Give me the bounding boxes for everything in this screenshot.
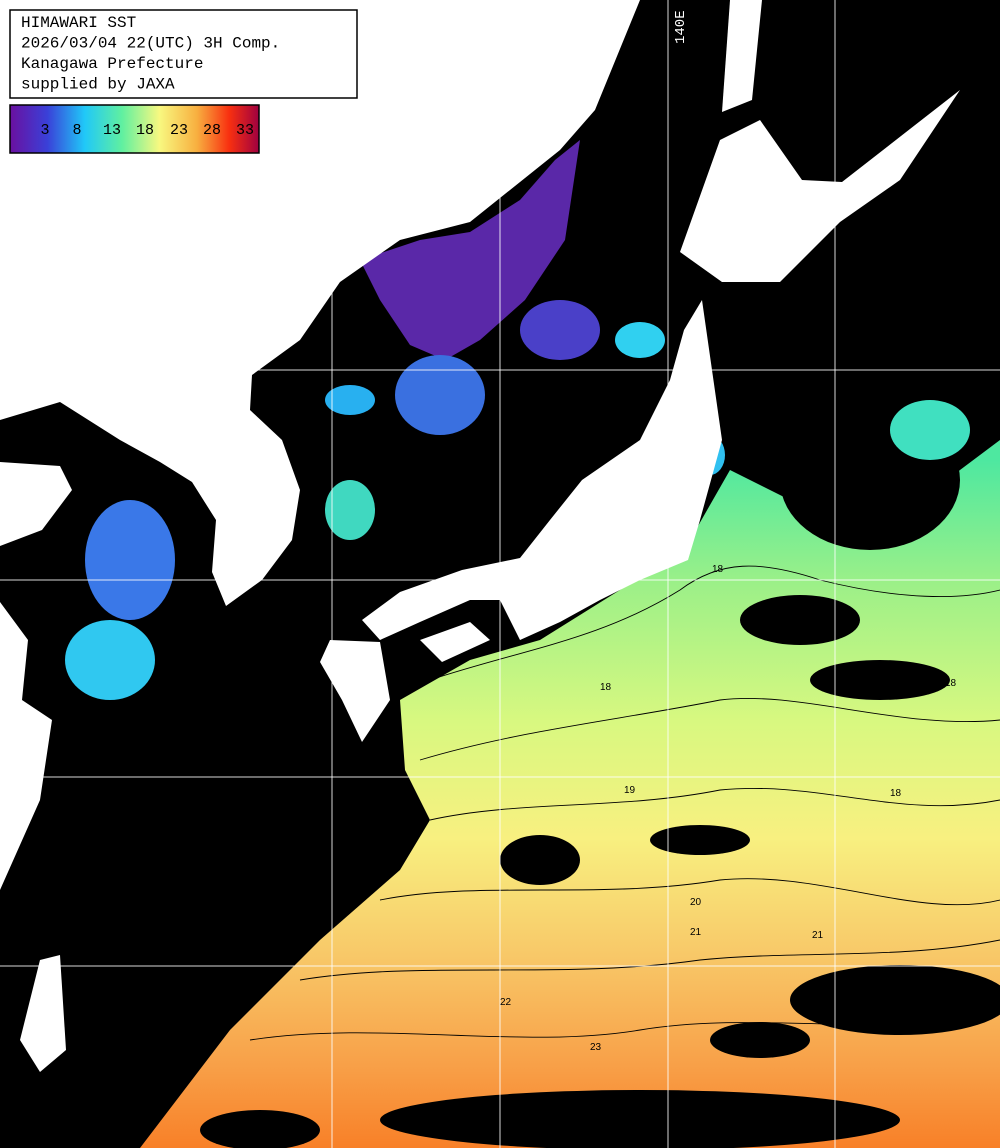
header-line: supplied by JAXA bbox=[21, 76, 175, 94]
cold-water bbox=[360, 140, 580, 360]
contour-label: 18 bbox=[945, 678, 957, 689]
contour-label: 18 bbox=[890, 788, 902, 799]
header: HIMAWARI SST 2026/03/04 22(UTC) 3H Comp. K… bbox=[21, 14, 280, 94]
contour-labels: 18 18 18 19 18 20 21 21 22 23 bbox=[500, 564, 957, 1053]
color-bar-tick: 3 bbox=[40, 122, 49, 139]
color-bar bbox=[9, 104, 260, 154]
color-bar-ticks: 3 8 13 18 23 28 33 bbox=[40, 122, 254, 139]
contour-label: 23 bbox=[590, 1042, 602, 1053]
header-box bbox=[9, 9, 358, 99]
contour-label: 18 bbox=[600, 682, 612, 693]
longitude-label: 140E bbox=[673, 10, 689, 44]
header-line: HIMAWARI SST bbox=[21, 14, 136, 32]
contour-label: 21 bbox=[812, 930, 824, 941]
contour-label: 22 bbox=[500, 997, 512, 1008]
contour-lines bbox=[249, 565, 1000, 1041]
header-line: Kanagawa Prefecture bbox=[21, 55, 203, 73]
contour-label: 18 bbox=[712, 564, 724, 575]
color-bar-tick: 18 bbox=[136, 122, 154, 139]
color-bar-tick: 13 bbox=[103, 122, 121, 139]
color-bar-tick: 23 bbox=[170, 122, 188, 139]
latitude-label: 40N bbox=[8, 355, 33, 371]
color-bar-tick: 28 bbox=[203, 122, 221, 139]
header-line: 2026/03/04 22(UTC) 3H Comp. bbox=[21, 35, 280, 53]
contour-label: 19 bbox=[624, 785, 636, 796]
color-bar-tick: 8 bbox=[72, 122, 81, 139]
contour-label: 21 bbox=[690, 927, 702, 938]
contour-label: 20 bbox=[690, 897, 702, 908]
color-bar-tick: 33 bbox=[236, 122, 254, 139]
